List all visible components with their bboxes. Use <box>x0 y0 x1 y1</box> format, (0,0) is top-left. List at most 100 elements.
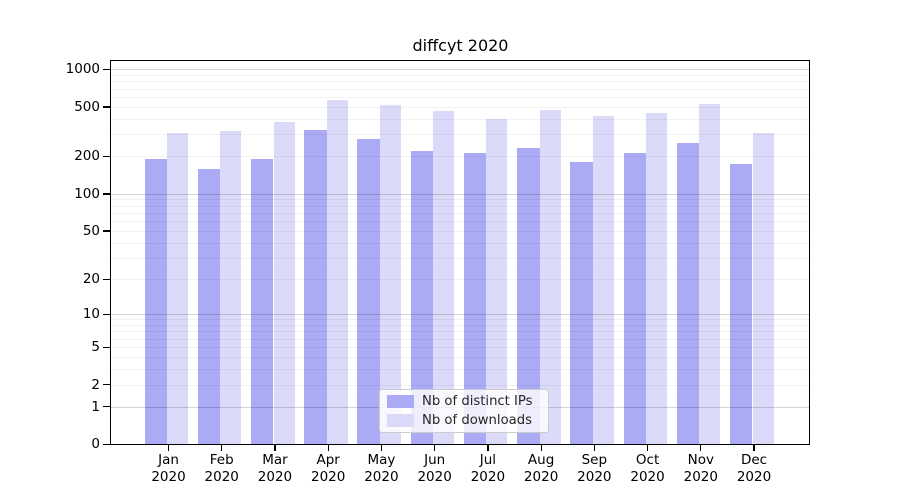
legend-label-distinct-ips: Nb of distinct IPs <box>422 394 533 409</box>
x-tick-label: Jul 2020 <box>470 452 506 485</box>
bar-distinct-ips-apr <box>304 129 327 445</box>
minor-gridline <box>111 384 810 386</box>
bar-downloads-oct <box>646 112 668 445</box>
minor-gridline <box>111 221 810 223</box>
y-tick-mark <box>103 68 110 71</box>
minor-gridline <box>111 118 810 120</box>
x-tick-mark <box>221 444 223 451</box>
y-tick-mark <box>103 278 110 280</box>
y-tick-mark <box>103 155 110 158</box>
x-tick-mark <box>540 444 542 451</box>
legend: Nb of distinct IPs Nb of downloads <box>379 389 549 433</box>
x-tick-label: Aug 2020 <box>523 452 559 485</box>
y-tick-mark <box>103 443 110 446</box>
minor-gridline <box>111 338 810 340</box>
minor-gridline <box>111 356 810 358</box>
y-tick-label: 500 <box>74 98 100 115</box>
bar-distinct-ips-dec <box>730 163 753 445</box>
bar-downloads-mar <box>273 121 295 445</box>
bar-distinct-ips-jul <box>463 152 487 445</box>
minor-gridline <box>111 369 810 371</box>
chart-title: diffcyt 2020 <box>412 36 509 55</box>
x-tick-mark <box>274 444 276 451</box>
y-tick-mark <box>103 313 110 315</box>
minor-gridline <box>111 325 810 327</box>
y-tick-label: 10 <box>82 306 100 323</box>
y-tick-label: 5 <box>91 339 100 356</box>
minor-gridline <box>111 230 810 232</box>
bar-distinct-ips-jan <box>144 158 167 445</box>
x-tick-mark <box>327 444 329 451</box>
legend-label-downloads: Nb of downloads <box>422 413 532 428</box>
y-tick-label: 0 <box>91 436 100 453</box>
x-tick-label: Jan 2020 <box>151 452 186 485</box>
y-tick-mark <box>103 384 110 386</box>
bar-downloads-sep <box>592 116 614 445</box>
bar-downloads-may <box>380 104 402 445</box>
bar-distinct-ips-oct <box>623 152 646 445</box>
y-tick-label: 1000 <box>65 61 100 78</box>
x-tick-mark <box>646 444 649 451</box>
x-tick-label: Sep 2020 <box>577 452 612 485</box>
y-tick-label: 20 <box>82 271 100 288</box>
minor-gridline <box>111 347 810 349</box>
bar-downloads-jun <box>433 110 455 445</box>
legend-swatch-downloads <box>387 414 414 427</box>
minor-gridline <box>111 319 810 321</box>
legend-item: Nb of downloads <box>387 413 541 428</box>
minor-gridline <box>111 96 810 98</box>
y-tick-mark <box>103 346 110 348</box>
x-tick-label: Nov 2020 <box>683 452 718 485</box>
bar-downloads-jul <box>486 119 508 445</box>
bar-downloads-aug <box>539 110 561 445</box>
y-tick-label: 50 <box>82 222 100 239</box>
x-tick-mark <box>434 444 436 451</box>
y-tick-label: 100 <box>74 185 100 202</box>
x-tick-label: May 2020 <box>364 452 399 485</box>
x-tick-label: Apr 2020 <box>311 452 346 485</box>
x-tick-mark <box>167 444 170 451</box>
x-tick-label: Oct 2020 <box>630 452 665 485</box>
minor-gridline <box>111 88 810 90</box>
bar-downloads-dec <box>752 133 774 445</box>
minor-gridline <box>111 212 810 214</box>
y-tick-label: 2 <box>91 376 100 393</box>
minor-gridline <box>111 156 810 158</box>
x-tick-mark <box>753 444 755 451</box>
bar-distinct-ips-sep <box>570 162 593 445</box>
y-tick-label: 200 <box>74 148 100 165</box>
major-gridline <box>111 314 810 316</box>
major-gridline <box>111 193 810 195</box>
y-tick-mark <box>103 230 110 232</box>
bar-downloads-jan <box>167 133 189 445</box>
x-tick-mark <box>380 444 383 451</box>
y-tick-mark <box>103 193 110 195</box>
bar-distinct-ips-may <box>357 139 380 445</box>
minor-gridline <box>111 74 810 76</box>
bar-distinct-ips-aug <box>517 148 540 445</box>
x-tick-label: Feb 2020 <box>204 452 239 485</box>
y-tick-mark <box>103 106 110 108</box>
minor-gridline <box>111 242 810 244</box>
minor-gridline <box>111 81 810 83</box>
minor-gridline <box>111 205 810 207</box>
x-tick-label: Mar 2020 <box>257 452 293 485</box>
y-tick-mark <box>103 406 110 408</box>
bar-downloads-nov <box>699 104 721 445</box>
bar-distinct-ips-jun <box>410 151 434 445</box>
x-tick-mark <box>700 444 702 451</box>
minor-gridline <box>111 257 810 259</box>
bar-downloads-apr <box>326 100 348 445</box>
minor-gridline <box>111 106 810 108</box>
minor-gridline <box>111 199 810 201</box>
minor-gridline <box>111 331 810 333</box>
x-tick-label: Dec 2020 <box>736 452 772 485</box>
x-tick-mark <box>487 444 489 451</box>
minor-gridline <box>111 279 810 281</box>
bar-distinct-ips-nov <box>676 142 700 445</box>
legend-item: Nb of distinct IPs <box>387 394 541 409</box>
x-tick-label: Jun 2020 <box>417 452 452 485</box>
x-tick-mark <box>593 444 596 451</box>
y-tick-label: 1 <box>91 398 100 415</box>
